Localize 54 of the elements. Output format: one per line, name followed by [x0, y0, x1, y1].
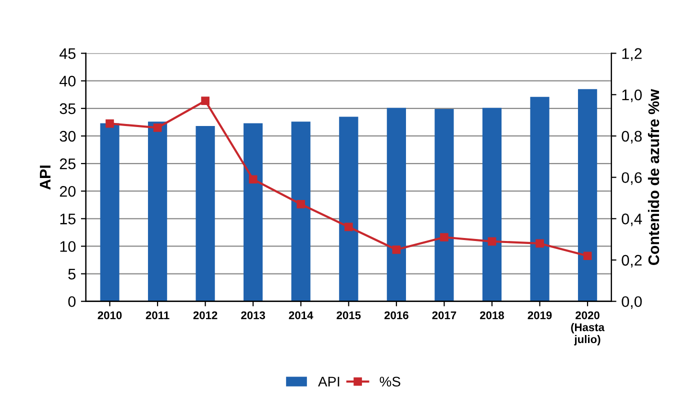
bar [578, 89, 598, 302]
point [296, 200, 306, 208]
point [440, 233, 448, 242]
y-tick-label: 5 [68, 268, 76, 280]
bar [100, 123, 120, 302]
bar [196, 126, 215, 302]
y-tick-label: 25 [60, 158, 76, 170]
x-tick-label: 2019 [528, 311, 552, 320]
y-tick-label: 40 [60, 76, 76, 87]
bar [434, 108, 454, 302]
x-tick-label: 2015 [336, 311, 361, 320]
x-tick-label: 2010 [98, 311, 122, 320]
y2-tick-label: 0,0 [622, 296, 642, 309]
y-tick-label: 30 [60, 130, 76, 142]
y2-tick-label: 0,4 [622, 214, 642, 226]
bar [244, 123, 263, 302]
y2-axis-title: Contenido de azufre %w [648, 89, 660, 265]
x-tick-label: 2016 [384, 311, 408, 320]
bar [339, 116, 358, 302]
x-tick-label: 2011 [146, 311, 170, 320]
legend-label: API [318, 376, 340, 386]
x-tick-label: 2017 [432, 311, 456, 320]
point [344, 222, 353, 232]
x-tick-label: 2020 (Hasta julio) [571, 311, 605, 346]
y-tick-label: 35 [60, 103, 76, 114]
point [248, 175, 258, 184]
point [392, 246, 401, 254]
y-tick-label: 10 [60, 241, 76, 252]
x-tick-label: 2018 [480, 311, 504, 320]
x-tick-label: 2012 [193, 311, 218, 320]
y2-tick-label: 1,0 [622, 90, 642, 102]
y-tick-label: 20 [60, 186, 76, 197]
bar [291, 122, 310, 302]
bar [148, 122, 168, 302]
point [583, 252, 592, 260]
y-tick-label: 45 [60, 48, 76, 59]
bar [482, 108, 502, 302]
y2-tick-label: 0,2 [622, 254, 642, 268]
y-tick-label: 15 [60, 214, 76, 224]
bar [386, 108, 406, 302]
y2-tick-label: 0,6 [622, 172, 642, 185]
point [488, 237, 496, 246]
y-axis-title: API [40, 166, 50, 190]
y2-tick-label: 1,2 [622, 48, 642, 61]
legend-label: %S [380, 376, 400, 387]
x-tick-label: 2013 [241, 311, 266, 320]
y-tick-label: 0 [68, 296, 76, 308]
y2-tick-label: 0,8 [622, 130, 642, 144]
point [201, 96, 210, 106]
point [153, 124, 162, 132]
bar [530, 96, 550, 302]
point [536, 239, 544, 248]
point [106, 119, 114, 128]
x-tick-label: 2014 [288, 311, 314, 320]
